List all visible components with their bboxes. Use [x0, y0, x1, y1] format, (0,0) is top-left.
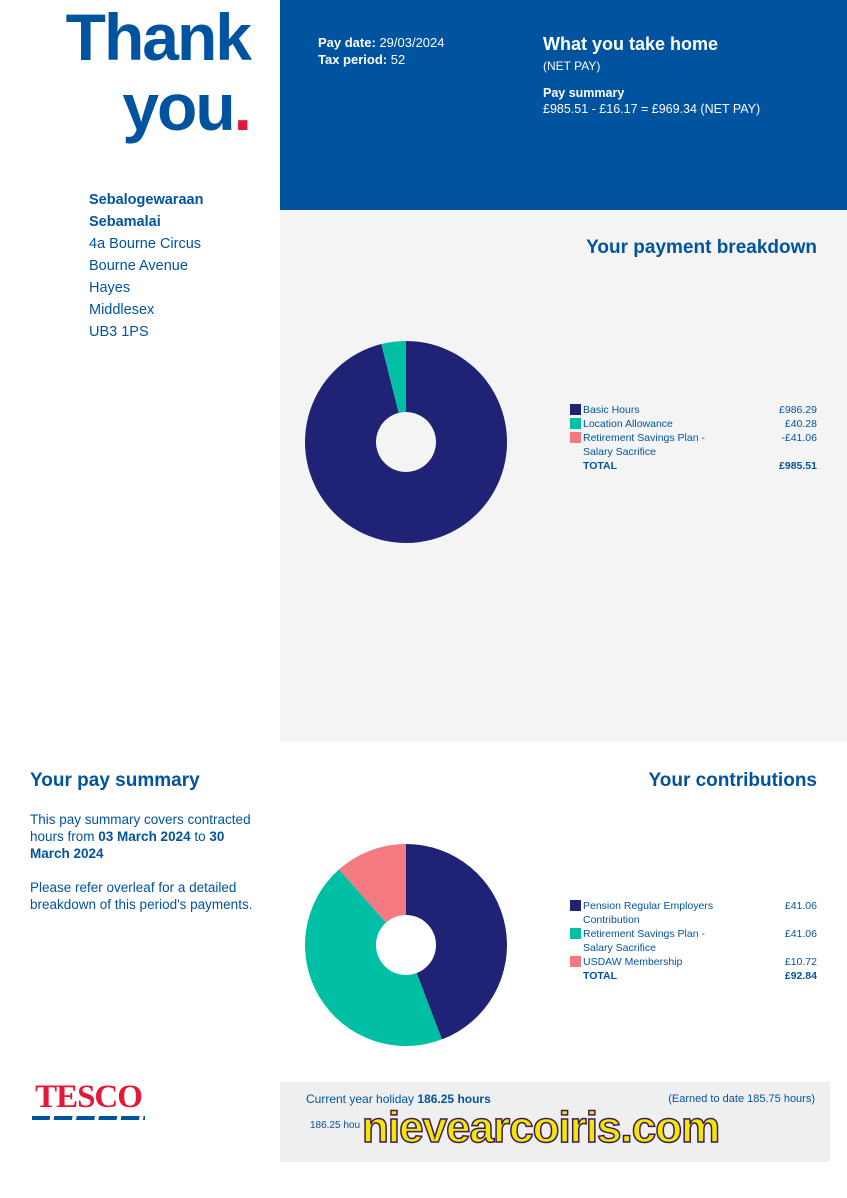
section-title: Your contributions	[648, 770, 817, 791]
title-dot: .	[233, 70, 252, 144]
label: Pay date:	[318, 35, 376, 50]
pay-summary-text: This pay summary covers contracted hours…	[30, 811, 260, 930]
address: Sebalogewaraan Sebamalai 4a Bourne Circus B…	[89, 189, 203, 343]
legend-name: USDAW Membership	[583, 956, 683, 968]
total-label: TOTAL	[583, 460, 618, 472]
legend-total: TOTAL £985.51	[570, 459, 817, 473]
address-line: UB3 1PS	[89, 324, 149, 340]
legend-value: -£41.06	[781, 432, 817, 444]
address-line: 4a Bourne Circus	[89, 236, 202, 252]
holiday-taken: 186.25 hou	[310, 1120, 361, 1131]
title-line: Thank	[65, 0, 252, 74]
swatch	[570, 432, 581, 443]
address-line: Bourne Avenue	[89, 258, 188, 274]
section-title: Your payment breakdown	[586, 237, 817, 258]
swatch	[570, 956, 581, 967]
address-line: Hayes	[89, 280, 131, 296]
name-line: Sebalogewaraan	[89, 192, 204, 208]
legend-row: Pension Regular Employers Contribution £4…	[570, 899, 817, 927]
label: Tax period:	[318, 52, 388, 67]
legend-row: Retirement Savings Plan - Salary Sacrifi…	[570, 431, 817, 459]
legend-row: Basic Hours £986.29	[570, 403, 817, 417]
pay-info: Pay date: 29/03/2024 Tax period: 52	[318, 34, 445, 68]
address-line: Middlesex	[89, 302, 155, 318]
pie-slice	[381, 341, 406, 413]
legend-row: Location Allowance £40.28	[570, 417, 817, 431]
label: Current year holiday	[306, 1092, 415, 1106]
swatch	[570, 928, 581, 939]
paragraph: Please refer overleaf for a detailed bre…	[30, 879, 260, 913]
net-pay: What you take home (NET PAY) Pay summary…	[543, 34, 760, 116]
swatch	[570, 418, 581, 429]
legend-name: Retirement Savings Plan - Salary Sacrifi…	[583, 432, 705, 458]
legend-name: Retirement Savings Plan - Salary Sacrifi…	[583, 928, 705, 954]
legend-row: Retirement Savings Plan - Salary Sacrifi…	[570, 927, 817, 955]
name-line: Sebamalai	[89, 214, 161, 230]
heading: What you take home	[543, 34, 719, 54]
paragraph: This pay summary covers contracted hours…	[30, 811, 260, 862]
legend-name: Basic Hours	[583, 404, 640, 416]
legend-value: £40.28	[784, 418, 817, 430]
total-value: £985.51	[779, 460, 817, 472]
thank-you: Thank you.	[50, 0, 252, 144]
holiday-panel: Current year holiday 186.25 hours (Earne…	[280, 1082, 830, 1162]
text-run: 03 March 2024	[98, 829, 191, 844]
legend-name: Location Allowance	[583, 418, 673, 430]
watermark: nievearcoiris.com	[361, 1102, 721, 1153]
swatch-space	[570, 970, 581, 981]
legend-total: TOTAL £92.84	[570, 969, 817, 983]
legend-value: £10.72	[784, 956, 817, 968]
label: Pay summary	[543, 86, 625, 100]
title-word: you	[122, 70, 235, 144]
pie-slice	[305, 341, 508, 543]
logo-stripes	[32, 1116, 145, 1120]
value: £985.51 - £16.17 = £969.34 (NET PAY)	[543, 102, 761, 116]
logo-text: TESCO	[35, 1079, 143, 1115]
legend: Basic Hours £986.29 Location Allowance £40.…	[570, 403, 817, 473]
total-value: £92.84	[784, 970, 817, 982]
value: 52	[390, 52, 406, 67]
text-run: 30 March 2024	[30, 829, 225, 861]
subheading: (NET PAY)	[543, 59, 601, 73]
legend-value: £41.06	[784, 928, 817, 940]
legend-value: £986.29	[779, 404, 817, 416]
value: 186.25 hours	[417, 1092, 491, 1106]
swatch-space	[570, 460, 581, 471]
total-label: TOTAL	[583, 970, 618, 982]
text-run: This pay summary covers contracted hours…	[30, 812, 251, 844]
holiday-current: Current year holiday 186.25 hours	[306, 1092, 491, 1106]
legend-row: USDAW Membership £10.72	[570, 955, 817, 969]
legend-name: Pension Regular Employers Contribution	[583, 900, 714, 926]
value: 29/03/2024	[379, 35, 445, 50]
legend-value: £41.06	[784, 900, 817, 912]
swatch	[570, 404, 581, 415]
title-line: you.	[50, 70, 252, 144]
legend: Pension Regular Employers Contribution £4…	[570, 899, 817, 983]
section-title: Your pay summary	[30, 770, 200, 791]
pie-slice	[338, 844, 406, 923]
pie-slice	[305, 869, 442, 1046]
text-run: to	[190, 829, 210, 844]
swatch	[570, 900, 581, 911]
logo: TESCO	[32, 1080, 145, 1120]
holiday-earned: (Earned to date 185.75 hours)	[668, 1093, 815, 1105]
pie-slice	[406, 844, 507, 1040]
text-run: Please refer overleaf for a detailed bre…	[30, 880, 253, 912]
header-panel: Pay date: 29/03/2024 Tax period: 52 What…	[280, 0, 847, 210]
